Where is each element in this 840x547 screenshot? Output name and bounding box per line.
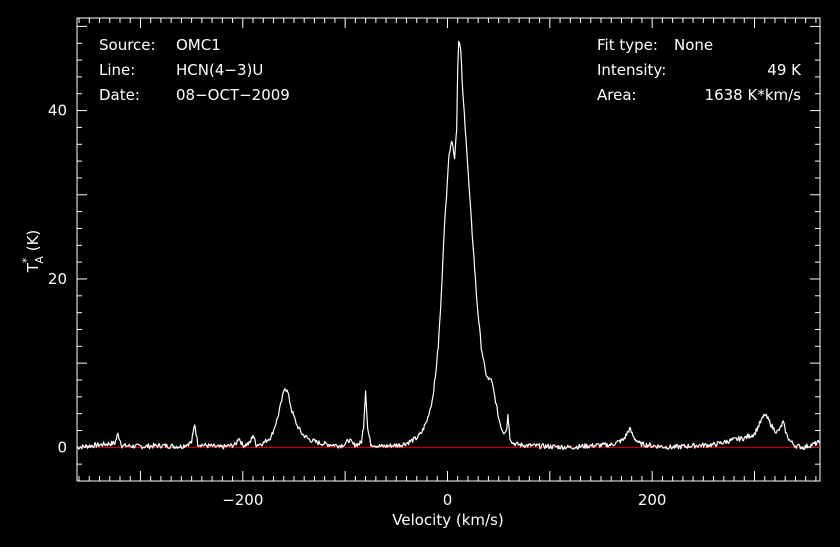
x-axis-label: Velocity (km/s) (392, 511, 503, 529)
header-info: Source: OMC1 Line: HCN(4−3)U Date: 08−OCT−200… (99, 36, 802, 104)
y-tick-label: 20 (48, 270, 67, 288)
x-tick-label: 0 (443, 491, 453, 509)
y-axis-label-base: T (24, 262, 42, 273)
spectrum-line (76, 40, 821, 451)
info-right-key: Fit type: (597, 36, 658, 54)
info-right-value: 49 K (767, 61, 802, 79)
info-left-key: Source: (99, 36, 156, 54)
info-right-value: 1638 K*km/s (705, 86, 802, 104)
axis-ticks (77, 18, 820, 482)
y-tick-label: 0 (57, 438, 67, 456)
info-left-value: HCN(4−3)U (176, 61, 263, 79)
y-axis-label-sup: * (20, 257, 33, 263)
plot-frame (76, 17, 821, 482)
y-tick-label: 40 (48, 102, 67, 120)
info-left-key: Date: (99, 86, 140, 104)
axis-tick-labels: −200 0 200 0 20 40 (48, 102, 667, 509)
x-tick-label: 200 (638, 491, 667, 509)
svg-text:T*A (K): T*A (K) (20, 230, 46, 274)
y-axis-label: T*A (K) (20, 230, 46, 274)
info-right-key: Intensity: (597, 61, 666, 79)
info-left-key: Line: (99, 61, 135, 79)
y-axis-label-unit: (K) (24, 230, 42, 256)
info-right-value: None (674, 36, 713, 54)
info-right-key: Area: (597, 86, 637, 104)
x-tick-label: −200 (222, 491, 263, 509)
info-left-value: OMC1 (176, 36, 221, 54)
y-axis-label-sub: A (33, 256, 46, 264)
info-left-value: 08−OCT−2009 (176, 86, 290, 104)
